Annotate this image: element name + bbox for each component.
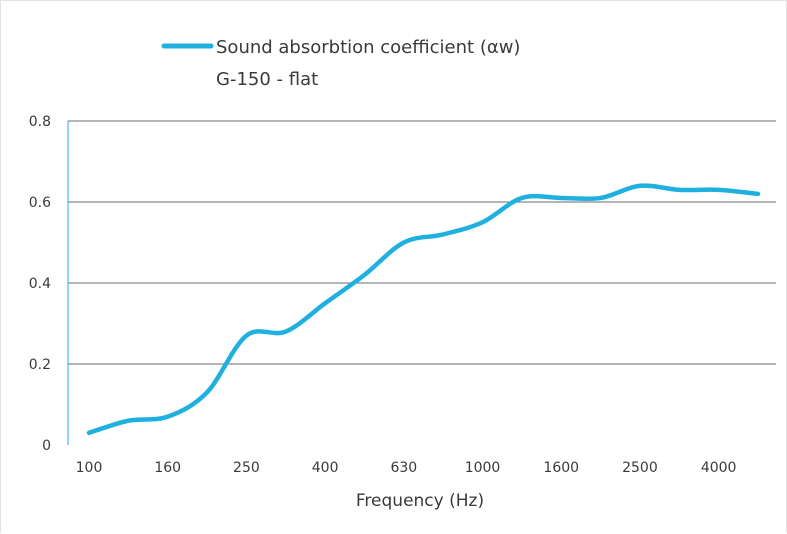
legend: Sound absorbtion coefficient (αw) G-150 …: [164, 37, 520, 90]
y-tick-label: 0.4: [29, 276, 51, 292]
x-tick-label: 400: [312, 460, 339, 476]
x-tick-label: 1600: [543, 460, 579, 476]
series-line: [89, 186, 758, 433]
y-tick-label: 0.6: [29, 195, 51, 211]
x-tick-label: 1000: [465, 460, 501, 476]
legend-series-name: Sound absorbtion coefficient (αw): [216, 37, 520, 58]
x-tick-label: 160: [154, 460, 181, 476]
x-tick-label: 630: [390, 460, 417, 476]
y-tick-labels: 0 0.2 0.4 0.6 0.8: [29, 114, 51, 454]
gridlines: [68, 121, 776, 364]
y-tick-label: 0.2: [29, 357, 51, 373]
legend-series-subtitle: G-150 - flat: [216, 69, 318, 90]
x-tick-label: 2500: [622, 460, 658, 476]
y-tick-label: 0.8: [29, 114, 51, 130]
x-tick-labels: 100 160 250 400 630 1000 1600 2500 4000: [76, 460, 737, 476]
x-axis-title: Frequency (Hz): [356, 491, 484, 511]
x-tick-label: 100: [76, 460, 103, 476]
x-tick-label: 250: [233, 460, 260, 476]
y-tick-label: 0: [42, 438, 51, 454]
x-tick-label: 4000: [701, 460, 737, 476]
series-layer: [89, 186, 758, 433]
